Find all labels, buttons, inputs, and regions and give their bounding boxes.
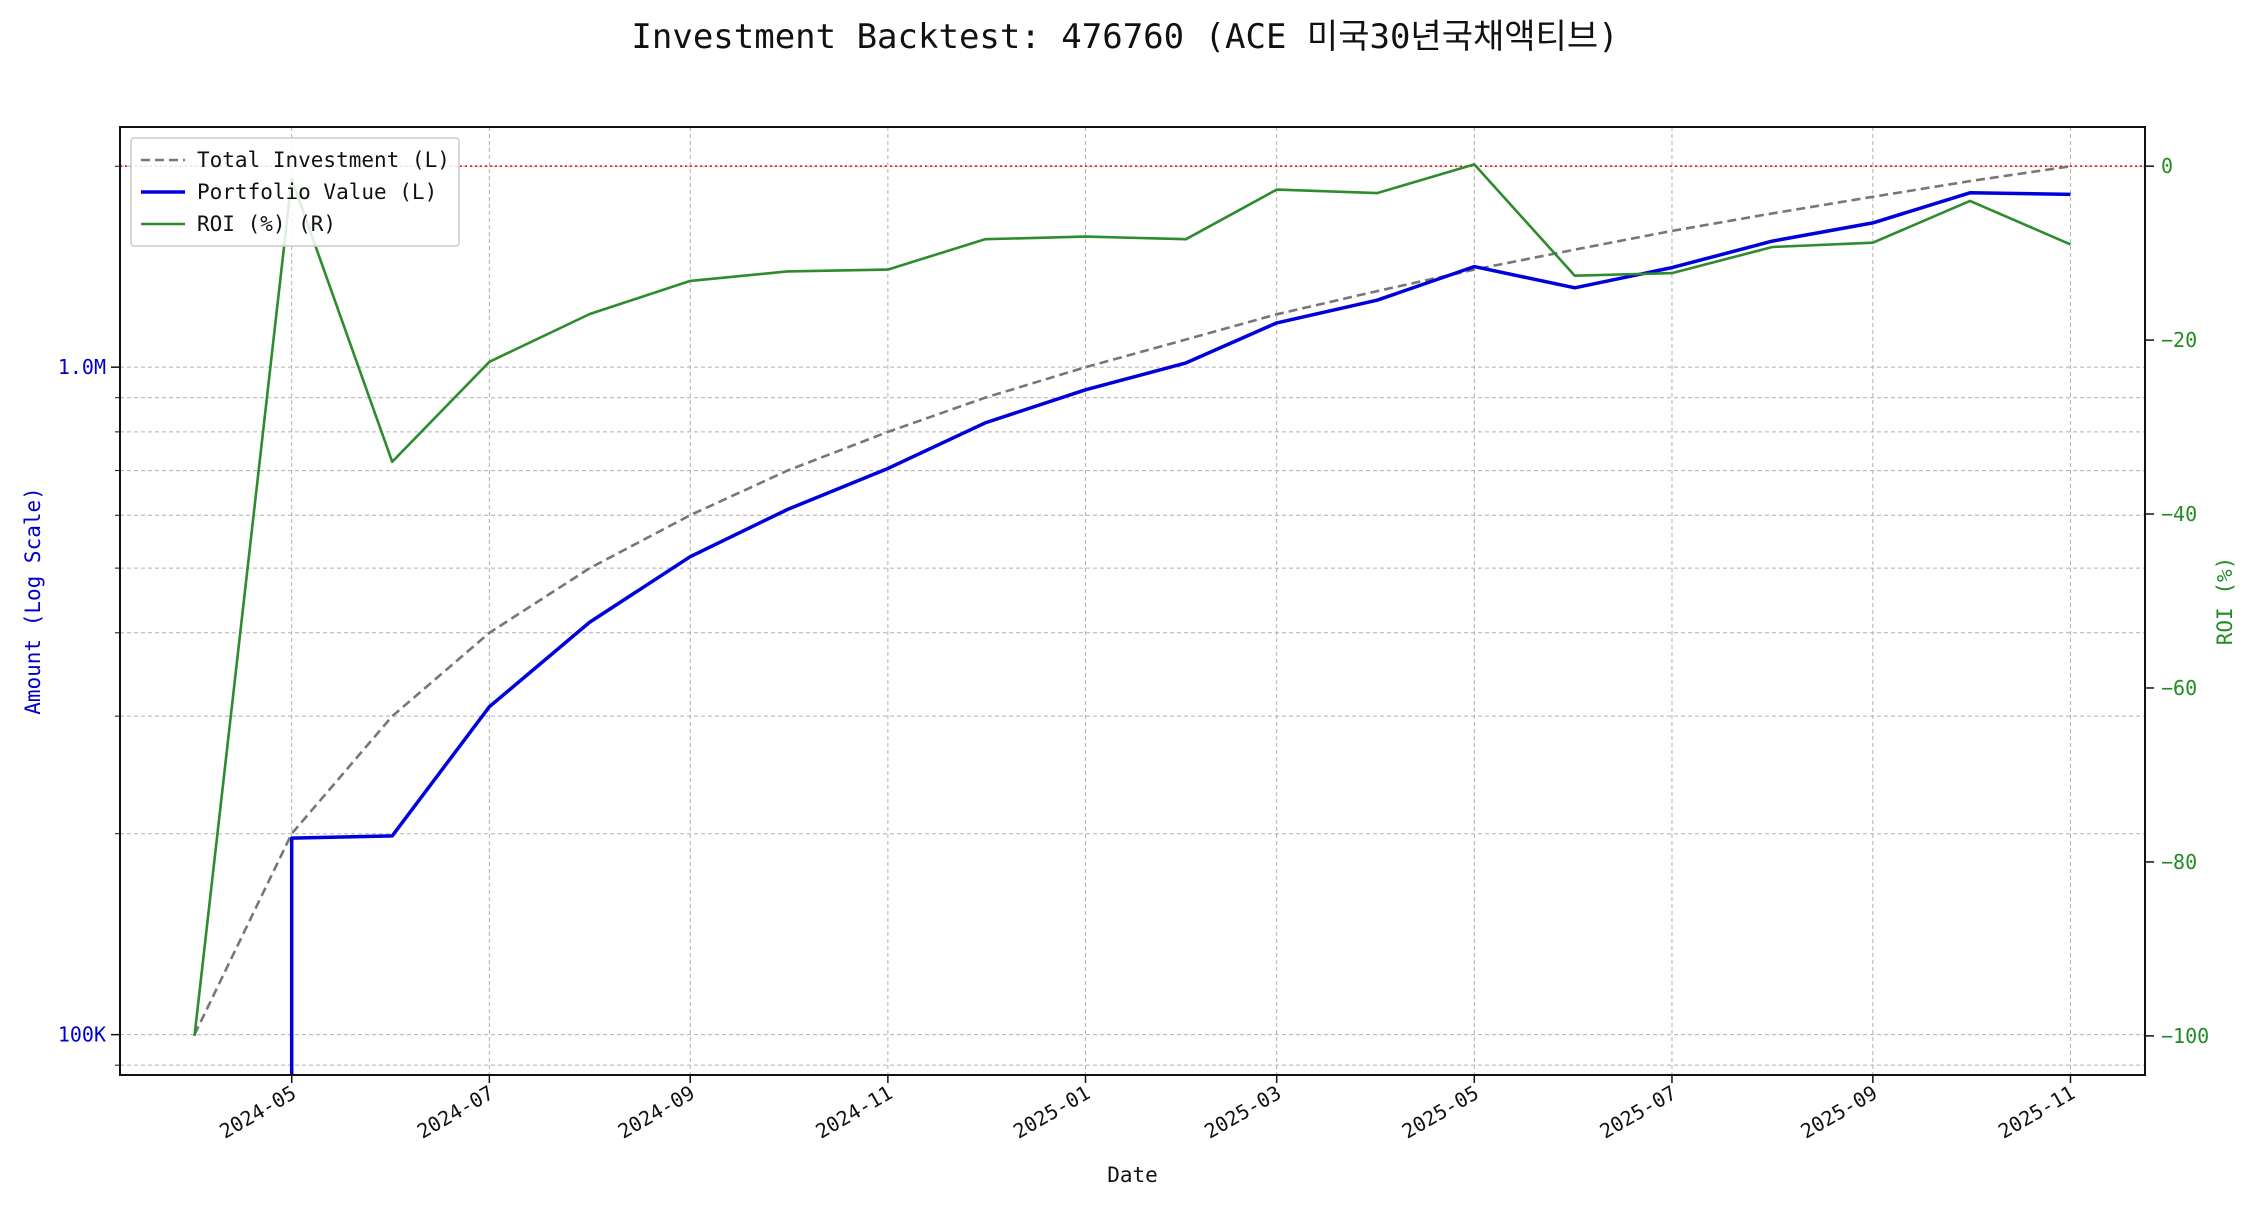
legend-label: Total Investment (L) (197, 148, 450, 172)
x-tick-label: 2025-01 (1009, 1081, 1094, 1144)
x-tick-label: 2025-07 (1595, 1081, 1680, 1144)
y-right-tick-label: −60 (2161, 676, 2197, 700)
x-tick-label: 2025-05 (1398, 1081, 1483, 1144)
y-left-tick-label: 100K (58, 1023, 106, 1047)
total-investment-line (193, 165, 2071, 1036)
legend-box (130, 137, 460, 247)
x-tick-label: 2024-09 (614, 1081, 699, 1144)
portfolio-value-line (289, 191, 2071, 1075)
x-tick-label: 2024-07 (413, 1081, 498, 1144)
x-tick-label: 2024-11 (811, 1081, 896, 1144)
y-axis-right-label: ROI (%) (2213, 557, 2237, 646)
x-tick-label: 2025-11 (1994, 1081, 2079, 1144)
y-axis-left-label: Amount (Log Scale) (21, 487, 45, 715)
y-left-tick-label: 1.0M (58, 355, 106, 379)
legend-entries: Total Investment (L) Portfolio Value (L) R… (141, 148, 450, 236)
x-tick-label: 2025-03 (1200, 1081, 1285, 1144)
plot-frame (119, 126, 2146, 1076)
legend-label: ROI (%) (R) (197, 212, 336, 236)
roi-line (193, 163, 2072, 1037)
y-right-tick-label: −100 (2161, 1024, 2209, 1048)
series-group (193, 163, 2072, 1075)
x-axis-label: Date (1107, 1163, 1158, 1187)
axes: 2024-05 2024-07 2024-09 2024-11 2025-01 2025-… (58, 154, 2209, 1143)
x-tick-label: 2025-09 (1796, 1081, 1881, 1144)
legend: Total Investment (L) Portfolio Value (L) R… (130, 137, 460, 247)
chart-title: Investment Backtest: 476760 (ACE 미국30년국채… (631, 17, 1618, 57)
grid (120, 127, 2145, 1075)
y-right-tick-label: −80 (2161, 850, 2197, 874)
y-right-tick-label: 0 (2161, 154, 2173, 178)
x-tick-label: 2024-05 (215, 1081, 300, 1144)
y-right-tick-label: −20 (2161, 328, 2197, 352)
legend-label: Portfolio Value (L) (197, 180, 437, 204)
y-right-tick-label: −40 (2161, 502, 2197, 526)
